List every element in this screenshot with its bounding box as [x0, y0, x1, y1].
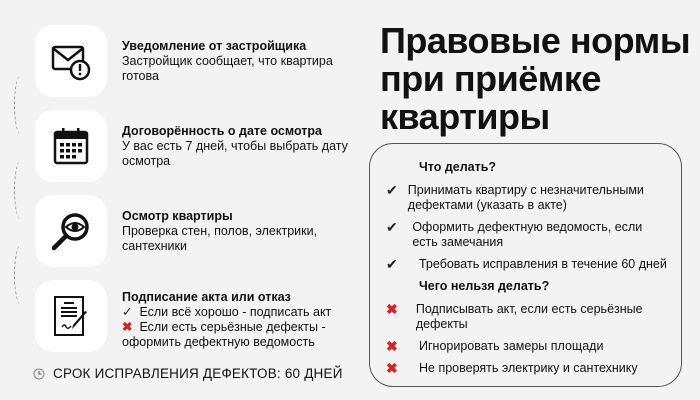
ok-line: ✓ Если всё хорошо - подписать акт: [122, 305, 365, 320]
do-item: ✔ Оформить дефектную ведомость, если есть…: [384, 220, 671, 250]
cross-icon: ✖: [386, 360, 398, 376]
check-icon: ✓: [122, 305, 133, 319]
step-title: Осмотр квартиры: [122, 209, 233, 223]
do-item: ✔ Требовать исправления в течение 60 дней: [384, 257, 671, 272]
magnifier-eye-icon: [35, 195, 107, 267]
dont-item: ✖ Не проверять электрику и сантехнику: [384, 361, 671, 376]
step-title: Уведомление от застройщика: [122, 39, 307, 53]
cross-icon: ✖: [122, 320, 133, 334]
envelope-warning-icon: [35, 25, 107, 97]
title-line: Правовые нормы: [380, 20, 691, 61]
do-text: Требовать исправления в течение 60 дней: [419, 257, 667, 271]
dont-item: ✖ Подписывать акт, если есть серьёзные де…: [384, 302, 671, 332]
check-icon: ✔: [386, 256, 398, 272]
dont-text: Игнорировать замеры площади: [419, 339, 604, 353]
title-line: квартиры: [380, 96, 550, 137]
calendar-icon: [35, 110, 107, 182]
step-ok-text: Если всё хорошо - подписать акт: [139, 305, 332, 319]
dont-text: Не проверять электрику и сантехнику: [419, 361, 638, 375]
step-title: Подписание акта или отказ: [122, 290, 291, 304]
dont-item: ✖ Игнорировать замеры площади: [384, 339, 671, 354]
step-notification: Уведомление от застройщика Застройщик соо…: [35, 25, 365, 97]
do-heading: Что делать?: [419, 160, 497, 174]
step-date: Договорённость о дате осмотра У вас есть …: [35, 110, 365, 182]
connector-line: [14, 75, 28, 135]
do-text: Принимать квартиру с незначительными деф…: [407, 183, 644, 212]
no-line: ✖ Если есть серьёзные дефекты - оформить…: [122, 320, 365, 350]
step-text: Проверка стен, полов, электрики, сантехн…: [122, 224, 318, 253]
connector-line: [14, 160, 28, 220]
do-item: ✔ Принимать квартиру с незначительными де…: [384, 183, 671, 213]
step-text: У вас есть 7 дней, чтобы выбрать дату ос…: [122, 139, 348, 168]
cross-icon: ✖: [386, 301, 398, 317]
step-text: Застройщик сообщает, что квартира готова: [122, 54, 333, 83]
dont-heading: Чего нельзя делать?: [419, 279, 550, 293]
do-text: Оформить дефектную ведомость, если есть …: [412, 220, 643, 249]
dont-text: Подписывать акт, если есть серьёзные деф…: [415, 302, 643, 331]
page-title: Правовые нормы при приёмке квартиры: [380, 20, 691, 137]
step-title: Договорённость о дате осмотра: [122, 124, 322, 138]
step-signing: Подписание акта или отказ ✓ Если всё хор…: [35, 280, 365, 352]
connector-line: [14, 245, 28, 305]
deadline-text: СРОК ИСПРАВЛЕНИЯ ДЕФЕКТОВ: 60 ДНЕЙ: [53, 366, 343, 381]
step-no-text: Если есть серьёзные дефекты - оформить д…: [122, 320, 326, 349]
rules-card: Что делать? ✔ Принимать квартиру с незнач…: [369, 143, 682, 387]
document-sign-icon: [35, 280, 107, 352]
step-inspection: Осмотр квартиры Проверка стен, полов, эле…: [35, 195, 365, 267]
clock-icon: [33, 368, 45, 379]
title-line: при приёмке: [380, 58, 601, 99]
check-icon: ✔: [386, 182, 398, 198]
check-icon: ✔: [386, 219, 398, 235]
deadline-note: СРОК ИСПРАВЛЕНИЯ ДЕФЕКТОВ: 60 ДНЕЙ: [33, 366, 343, 381]
cross-icon: ✖: [386, 338, 398, 354]
